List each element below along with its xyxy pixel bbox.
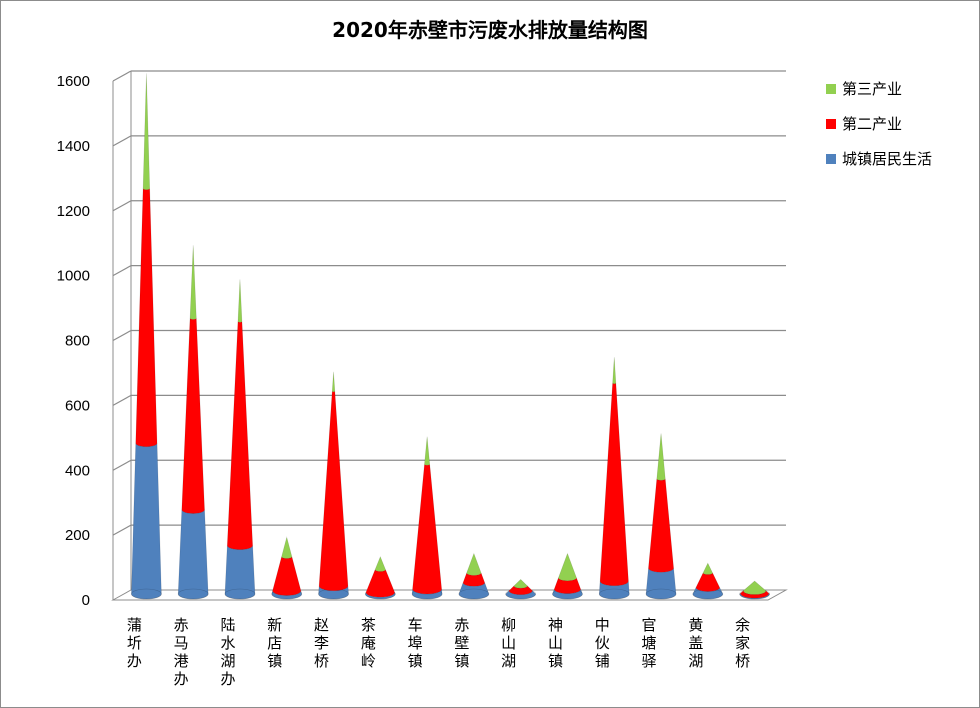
y-tick-label: 1200: [57, 203, 90, 220]
y-tick-label: 800: [65, 333, 90, 350]
bar-segment: [374, 555, 386, 572]
bar-base: [177, 588, 209, 600]
x-category-label: 柳山湖: [501, 616, 516, 670]
legend-label: 第三产业: [842, 80, 902, 98]
bars: [131, 73, 770, 600]
x-category-label: 赤马港办: [174, 616, 189, 688]
x-category-label: 中伙铺: [595, 616, 610, 670]
x-category-label: 赤壁镇: [454, 616, 469, 670]
bar-base: [598, 588, 630, 600]
legend-swatch: [826, 154, 836, 164]
legend-swatch: [826, 119, 836, 129]
y-tick-label: 200: [65, 527, 90, 544]
bar-segment: [272, 556, 302, 596]
legend-label: 第二产业: [842, 115, 902, 133]
legend-label: 城镇居民生活: [842, 150, 932, 168]
x-category-label: 官塘驿: [642, 616, 657, 670]
bar-segment: [281, 536, 293, 559]
y-tick-label: 1600: [57, 73, 90, 90]
bar-segment: [743, 580, 767, 595]
bar-segment: [702, 562, 713, 575]
bar-segment: [424, 436, 431, 466]
bar-segment: [318, 390, 349, 591]
bar-segment: [648, 478, 674, 573]
x-category-label: 车埠镇: [408, 616, 423, 670]
bar-segment: [645, 567, 677, 600]
bar-segment: [181, 318, 205, 514]
bar-segment: [131, 443, 162, 600]
bar-segment: [135, 188, 158, 447]
bar-base: [131, 588, 162, 600]
x-category-label: 新店镇: [267, 616, 282, 670]
bar-segment: [226, 321, 253, 550]
y-tick-label: 1000: [57, 268, 90, 285]
bar-segment: [331, 371, 336, 392]
bar-base: [645, 588, 677, 600]
bar-base: [224, 588, 256, 600]
bar-segment: [365, 569, 395, 598]
bar-segment: [466, 552, 482, 576]
bar-segment: [237, 279, 243, 323]
x-category-label: 蒲圻办: [127, 616, 142, 670]
bar-segment: [612, 357, 617, 384]
gridlines: [111, 70, 788, 601]
bar-segment: [142, 73, 151, 190]
x-category-label: 黄盖湖: [688, 616, 703, 670]
bar-segment: [599, 382, 629, 587]
bar-segment: [412, 464, 442, 595]
y-tick-label: 0: [82, 592, 90, 609]
bar-segment: [513, 578, 528, 589]
bar-segment: [177, 509, 209, 600]
bar-segment: [558, 552, 577, 582]
bar-segment: [695, 572, 720, 592]
x-category-label: 神山镇: [548, 616, 563, 670]
x-category-label: 余家桥: [735, 616, 750, 670]
x-category-label: 陆水湖办: [220, 616, 235, 688]
chart-title: 2020年赤壁市污废水排放量结构图: [332, 18, 648, 42]
bar-base: [458, 588, 490, 600]
bar-segment: [462, 572, 485, 587]
y-tick-label: 400: [65, 462, 90, 479]
bar-segment: [656, 433, 666, 481]
bar-segment: [224, 545, 256, 600]
y-tick-label: 1400: [57, 138, 90, 155]
y-tick-label: 600: [65, 397, 90, 414]
y-axis-ticks: 0 200 400 600 800 1000 1200 1400 1600: [57, 73, 90, 609]
x-axis-categories: 蒲圻办 赤马港办 陆水湖办 新店镇 赵李桥 茶庵岭 车埠镇 赤壁镇 柳山湖 神山镇 中伙铺 官塘驿 黄盖…: [127, 616, 750, 688]
x-category-label: 茶庵岭: [361, 616, 376, 670]
x-category-label: 赵李桥: [314, 616, 329, 670]
legend-swatch: [826, 84, 836, 94]
bar-segment: [189, 245, 197, 320]
